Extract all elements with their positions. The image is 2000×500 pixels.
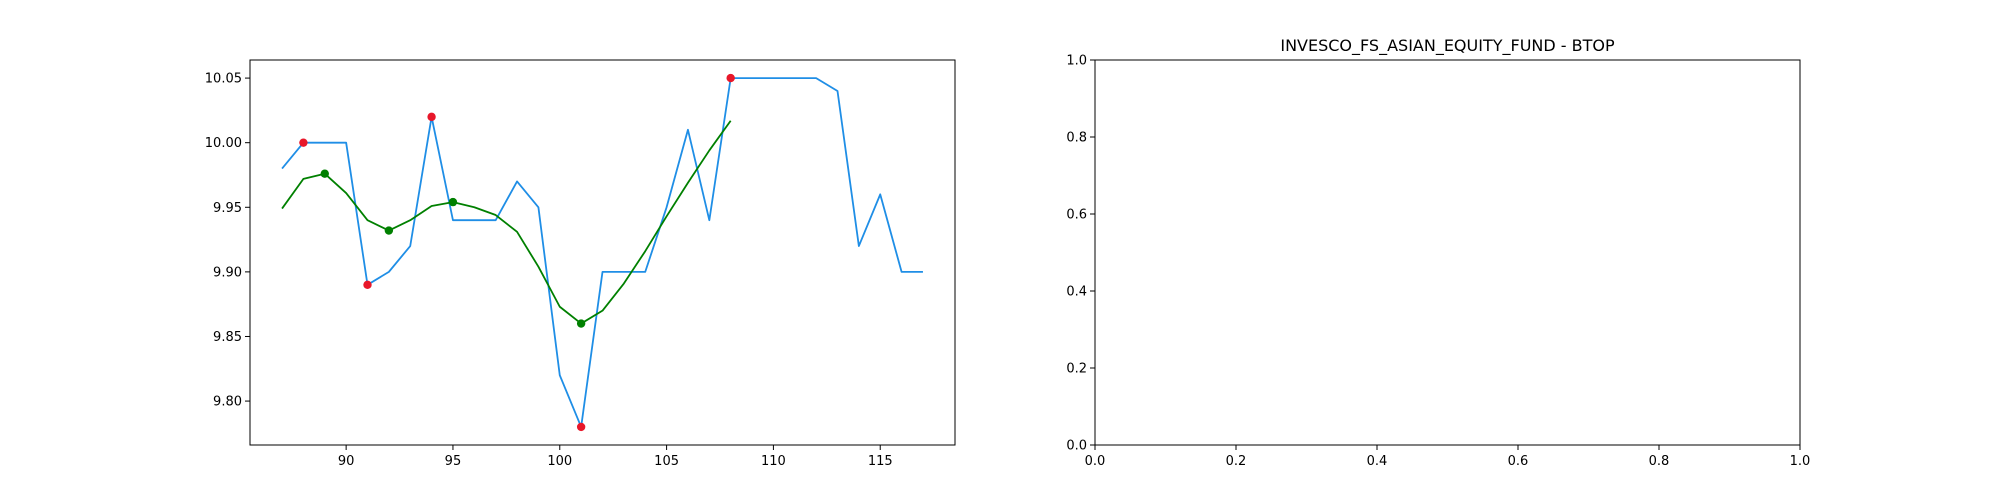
left-scatter-point-0 bbox=[726, 73, 735, 83]
right-y-tick-label: 0.0 bbox=[1066, 439, 1087, 454]
right-y-tick-label: 0.8 bbox=[1066, 131, 1087, 146]
left-series-line-1 bbox=[281, 120, 732, 325]
left-scatter-point-1 bbox=[320, 169, 329, 178]
left-y-axis: 9.80 9.85 9.90 9.95 10.00 10.05 bbox=[205, 72, 250, 410]
right-x-tick-label: 0.0 bbox=[1085, 454, 1106, 469]
right-x-axis: 0.0 0.2 0.4 0.6 0.8 1.0 bbox=[1085, 445, 1811, 469]
right-subplot: INVESCO_FS_ASIAN_EQUITY_FUND - BTOP 0.0 0… bbox=[1066, 36, 1810, 469]
left-scatter-point-0 bbox=[363, 280, 372, 289]
right-x-tick-label: 0.4 bbox=[1367, 454, 1388, 469]
right-y-tick-label: 0.2 bbox=[1066, 362, 1087, 377]
left-y-tick-label: 9.95 bbox=[213, 201, 242, 216]
left-y-tick-label: 10.05 bbox=[205, 72, 242, 87]
left-x-tick-label: 105 bbox=[654, 454, 679, 469]
right-x-tick-label: 0.6 bbox=[1508, 454, 1529, 469]
left-scatter-point-1 bbox=[576, 319, 586, 328]
right-x-tick-label: 0.2 bbox=[1226, 454, 1247, 469]
left-y-tick-label: 9.90 bbox=[213, 265, 242, 280]
right-chart-title: INVESCO_FS_ASIAN_EQUITY_FUND - BTOP bbox=[1280, 36, 1615, 56]
left-scatter-point-1 bbox=[384, 226, 394, 235]
right-y-tick-label: 1.0 bbox=[1066, 54, 1087, 69]
left-scatter-point-1 bbox=[448, 197, 458, 207]
left-series-line-0 bbox=[281, 77, 923, 428]
right-y-tick-label: 0.4 bbox=[1066, 285, 1087, 300]
left-x-tick-label: 115 bbox=[868, 454, 893, 469]
right-y-tick-label: 0.6 bbox=[1066, 208, 1087, 223]
left-x-tick-label: 110 bbox=[761, 454, 786, 469]
left-x-tick-label: 95 bbox=[445, 454, 462, 469]
left-scatter-point-0 bbox=[299, 138, 308, 147]
right-y-axis: 0.0 0.2 0.4 0.6 0.8 1.0 bbox=[1066, 54, 1095, 454]
left-y-tick-label: 10.00 bbox=[205, 136, 242, 151]
left-series-layer bbox=[281, 73, 923, 432]
left-x-tick-label: 90 bbox=[338, 454, 355, 469]
right-plot-frame bbox=[1094, 59, 1801, 446]
left-x-tick-label: 100 bbox=[547, 454, 572, 469]
left-plot-frame bbox=[249, 59, 956, 446]
left-scatter-point-0 bbox=[427, 112, 436, 122]
left-x-axis: 90 95 100 105 110 115 bbox=[338, 445, 893, 469]
left-y-tick-label: 9.85 bbox=[213, 330, 242, 345]
left-scatter-point-0 bbox=[576, 422, 586, 432]
left-subplot: 90 95 100 105 110 115 9.80 9.85 9.90 9.95 10.00 10… bbox=[205, 59, 956, 469]
right-x-tick-label: 0.8 bbox=[1649, 454, 1670, 469]
right-x-tick-label: 1.0 bbox=[1790, 454, 1811, 469]
left-y-tick-label: 9.80 bbox=[213, 395, 242, 410]
